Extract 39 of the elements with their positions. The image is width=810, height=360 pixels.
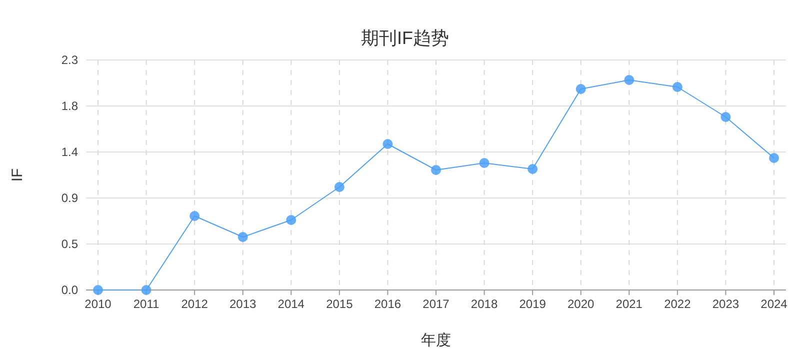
- y-tick-label: 1.4: [61, 145, 78, 159]
- point: [334, 182, 344, 192]
- x-tick-label: 2011: [133, 297, 160, 311]
- x-tick-label: 2019: [519, 297, 546, 311]
- point: [190, 211, 200, 221]
- point: [624, 75, 634, 85]
- point: [141, 285, 152, 295]
- point: [431, 165, 441, 175]
- x-tick-label: 2012: [181, 297, 208, 311]
- point: [286, 215, 296, 225]
- x-tick-label: 2016: [374, 297, 402, 311]
- point: [769, 153, 779, 163]
- point: [479, 158, 490, 168]
- x-axis-title: 年度: [421, 332, 451, 349]
- point: [238, 232, 248, 242]
- y-tick-label: 2.3: [61, 53, 78, 67]
- x-tick-label: 2020: [568, 297, 595, 311]
- point: [576, 84, 586, 94]
- point: [382, 139, 393, 149]
- x-tick-label: 2010: [84, 297, 112, 311]
- x-tick-label: 2013: [230, 297, 257, 311]
- point: [93, 285, 103, 295]
- chart-title: 期刊IF趋势: [361, 28, 449, 48]
- y-tick-label: 0.5: [61, 237, 78, 251]
- y-tick-label: 1.8: [61, 99, 78, 113]
- point: [672, 82, 682, 92]
- point: [720, 112, 731, 122]
- x-tick-label: 2022: [664, 297, 692, 311]
- x-tick-label: 2017: [422, 297, 450, 311]
- x-tick-label: 2023: [712, 297, 740, 311]
- y-tick-label: 0.9: [61, 191, 78, 205]
- x-tick-label: 2018: [470, 297, 498, 311]
- y-axis-title: IF: [9, 168, 26, 182]
- y-tick-label: 0.0: [61, 283, 78, 297]
- x-tick-label: 2021: [616, 297, 643, 311]
- x-tick-label: 2014: [278, 297, 305, 311]
- x-tick-label: 2024: [760, 297, 788, 311]
- point: [528, 164, 538, 174]
- x-tick-label: 2015: [326, 297, 354, 311]
